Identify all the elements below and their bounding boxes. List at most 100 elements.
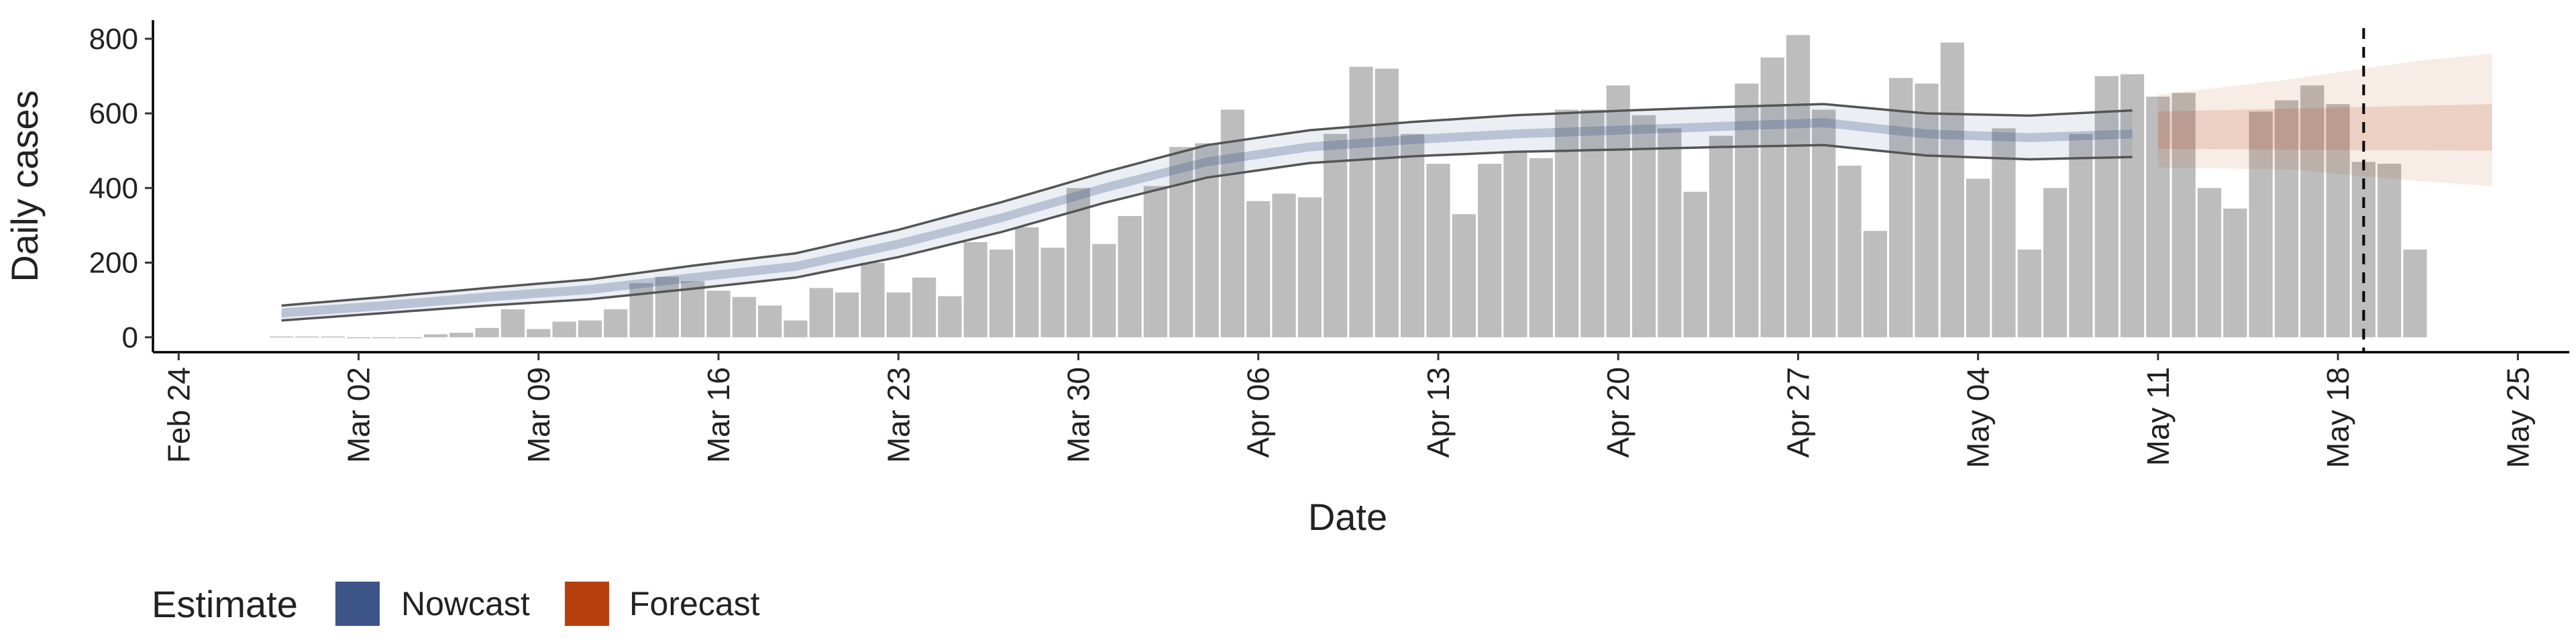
case-bar [2351, 162, 2376, 337]
case-bar [398, 337, 422, 339]
case-bar [938, 296, 962, 337]
case-bar [1709, 136, 1733, 337]
case-bar [527, 329, 551, 337]
case-bar [1580, 109, 1605, 337]
legend-label-nowcast: Nowcast [401, 585, 530, 623]
x-tick-label: May 18 [2320, 367, 2355, 468]
case-bar [1786, 35, 1811, 337]
legend-swatch-nowcast [335, 582, 380, 626]
case-bar [1889, 78, 1913, 337]
case-bar [861, 262, 885, 337]
case-bar [835, 292, 859, 337]
case-bar [1092, 244, 1116, 337]
case-bar [989, 250, 1014, 337]
y-tick-label: 200 [89, 247, 138, 280]
case-bar [1040, 248, 1065, 337]
case-bar [2146, 97, 2170, 337]
case-bar [1812, 109, 1836, 337]
x-axis-title: Date [1308, 496, 1387, 538]
y-tick-label: 0 [122, 321, 138, 354]
x-tick-label: Apr 13 [1421, 367, 1456, 458]
x-tick-label: May 25 [2500, 367, 2535, 468]
case-bar [758, 305, 782, 337]
case-bar [475, 327, 499, 337]
forecast-inner-band [2157, 104, 2492, 151]
case-bar [1658, 128, 1682, 337]
legend-label-forecast: Forecast [629, 585, 760, 623]
x-tick-label: Apr 06 [1241, 367, 1276, 458]
forecast-outer-band [2157, 54, 2492, 186]
case-bar [321, 336, 345, 338]
case-bar [449, 333, 474, 337]
case-bar [295, 336, 319, 338]
case-bar [346, 337, 371, 339]
y-tick-label: 600 [89, 97, 138, 130]
case-bar [2017, 250, 2041, 337]
case-bar [1452, 214, 1476, 337]
case-bar [1683, 191, 1707, 337]
lines-layer [281, 103, 2133, 322]
case-bar [1966, 178, 1990, 337]
case-bar [2171, 93, 2196, 337]
case-bar [1915, 83, 1939, 337]
case-bar [1272, 193, 1296, 337]
case-bar [912, 277, 936, 337]
bands-layer [281, 54, 2492, 321]
case-bar [1118, 215, 1142, 337]
x-tick-label: Mar 23 [881, 367, 916, 463]
case-bar [784, 320, 808, 337]
x-tick-label: Feb 24 [161, 367, 196, 463]
case-bar [1631, 115, 1656, 337]
x-tick-label: Mar 09 [521, 367, 556, 463]
x-tick-label: May 11 [2141, 367, 2176, 466]
case-bar [1297, 197, 1322, 337]
y-tick-label: 400 [89, 172, 138, 205]
nowcast-median-band [281, 118, 2133, 318]
case-bar [578, 320, 602, 337]
case-bar [2274, 100, 2299, 337]
legend-swatch-forecast [565, 582, 609, 626]
case-bar [1324, 133, 1348, 337]
y-axis-title: Daily cases [3, 90, 46, 282]
case-bar [1735, 83, 1759, 337]
case-bar [2249, 111, 2273, 337]
case-bar [2403, 250, 2427, 337]
case-bar [1375, 68, 1399, 337]
case-bar [2223, 208, 2247, 337]
case-bar [2300, 85, 2324, 337]
case-bar [1401, 133, 1425, 337]
case-bar [1554, 109, 1579, 337]
case-bar [423, 334, 448, 337]
x-tick-label: Apr 27 [1780, 367, 1815, 458]
case-bar [1503, 152, 1527, 337]
nowcast-upper-line [281, 103, 2133, 307]
case-bar [1349, 66, 1373, 337]
case-bar [1220, 109, 1245, 337]
case-bar [269, 336, 294, 338]
x-tick-label: May 04 [1961, 367, 1996, 468]
case-bar [2377, 164, 2402, 337]
case-bar [1837, 165, 1862, 337]
case-bar [2069, 133, 2093, 337]
legend: Estimate Nowcast Forecast [152, 582, 760, 626]
x-tick-label: Mar 16 [701, 367, 736, 463]
case-bar [886, 292, 910, 337]
case-bar [552, 321, 576, 337]
case-bar [2120, 74, 2145, 337]
case-bar [2197, 188, 2222, 337]
case-bar [1426, 164, 1450, 337]
case-bar [1477, 164, 1502, 337]
axes-layer: 0 200 400 600 800 Feb 24 Mar 02 Mar 09 Mar 16 Mar… [3, 20, 2569, 538]
case-bar [500, 309, 525, 337]
case-bar [2043, 188, 2068, 337]
case-bar [706, 290, 731, 337]
case-bar [1940, 42, 1964, 337]
case-bar [1992, 128, 2016, 337]
case-bar [1015, 227, 1039, 337]
case-bar [1169, 147, 1193, 337]
legend-title: Estimate [152, 583, 298, 625]
case-bar [372, 337, 396, 339]
x-tick-label: Mar 30 [1061, 367, 1095, 463]
